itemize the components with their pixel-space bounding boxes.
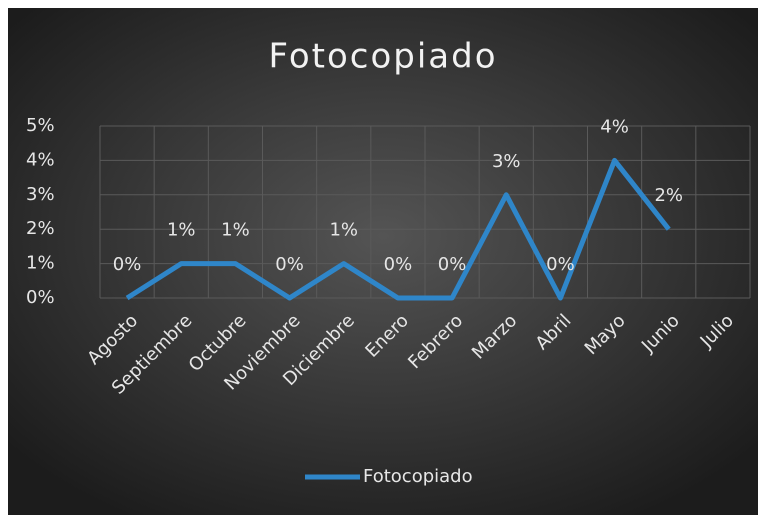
data-label: 3% (492, 151, 521, 172)
data-label: 1% (167, 220, 196, 241)
y-tick-label: 5% (26, 115, 55, 136)
chart-title: Fotocopiado (268, 37, 497, 77)
data-label: 0% (275, 254, 304, 275)
y-tick-label: 2% (26, 218, 55, 239)
data-label: 4% (600, 116, 629, 137)
data-label: 2% (654, 185, 683, 206)
data-label: 0% (113, 254, 142, 275)
y-tick-label: 3% (26, 184, 55, 205)
chart-background (8, 8, 758, 515)
y-tick-label: 4% (26, 149, 55, 170)
data-label: 1% (221, 220, 250, 241)
data-label: 0% (384, 254, 413, 275)
data-label: 1% (329, 220, 358, 241)
data-label: 0% (438, 254, 467, 275)
legend-label: Fotocopiado (363, 466, 473, 487)
data-line (125, 157, 671, 301)
data-label: 0% (546, 254, 575, 275)
y-tick-label: 0% (26, 287, 55, 308)
y-tick-label: 1% (26, 253, 55, 274)
